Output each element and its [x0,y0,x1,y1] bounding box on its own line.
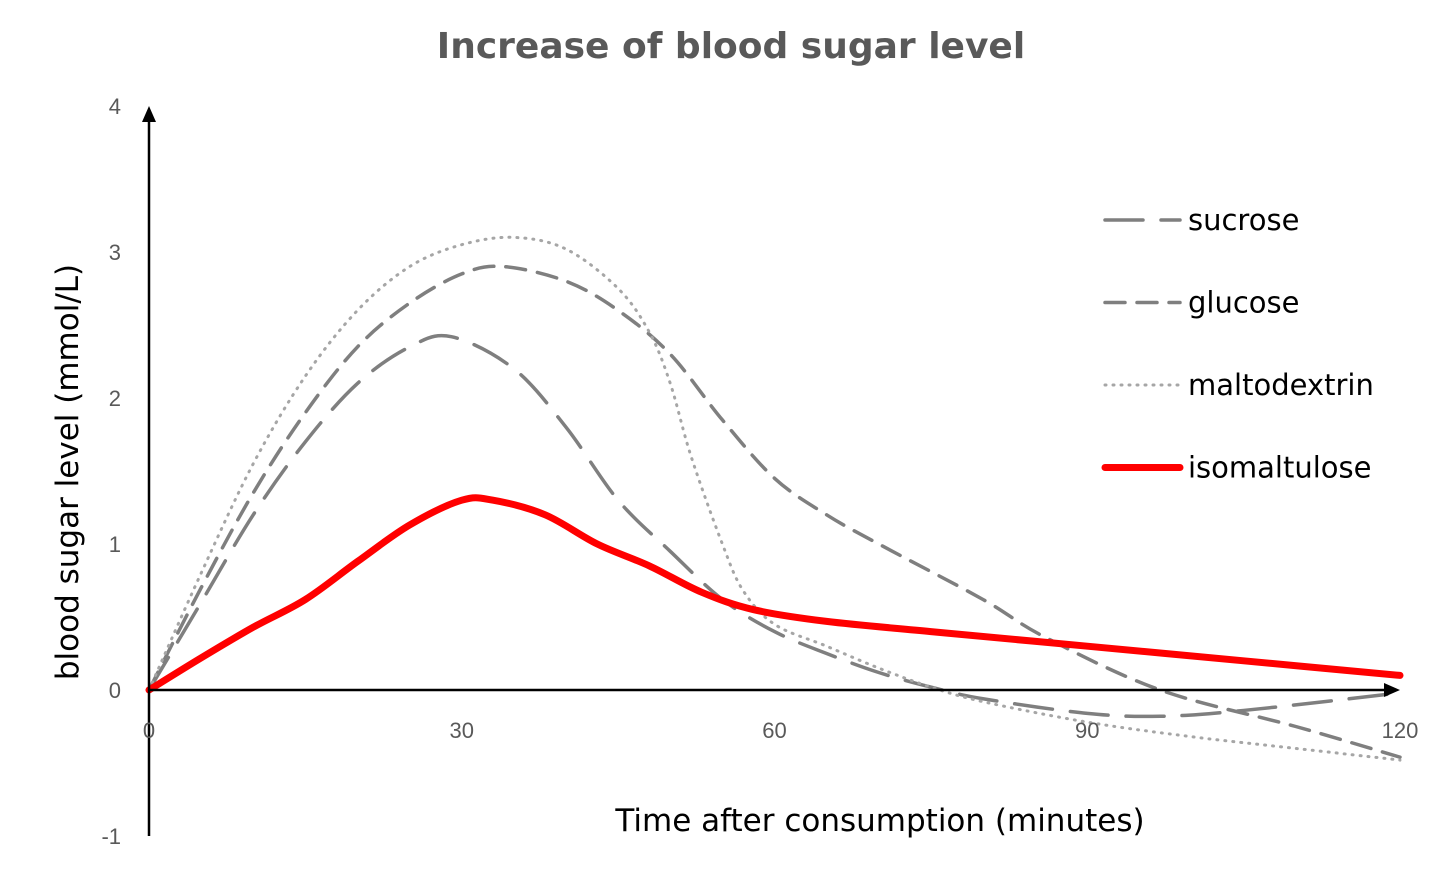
y-tick-label: 0 [109,678,121,703]
series-line-glucose [147,264,1402,759]
legend-label-sucrose: sucrose [1188,203,1299,237]
series-line-sucrose [147,333,1402,719]
legend-label-glucose: glucose [1188,286,1299,320]
legend-label-isomaltulose: isomaltulose [1188,451,1372,485]
y-tick-label: 2 [109,386,121,411]
legend-label-maltodextrin: maltodextrin [1188,368,1374,402]
y-axis-arrow-icon [142,106,156,122]
chart-title: Increase of blood sugar level [437,26,1025,67]
y-tick-label: 3 [109,240,121,265]
x-tick-label: 0 [143,718,155,743]
y-axis-label: blood sugar level (mmol/L) [50,264,86,680]
y-tick-label: -1 [101,824,121,849]
x-tick-label: 60 [762,718,786,743]
y-tick-label: 4 [109,94,121,119]
x-axis-arrow-icon [1384,683,1400,697]
x-axis-label: Time after consumption (minutes) [614,803,1144,839]
series-line-maltodextrin [147,235,1402,762]
x-tick-label: 120 [1382,718,1419,743]
series-line-isomaltulose [145,494,1404,694]
y-tick-label: 1 [109,532,121,557]
x-tick-label: 30 [450,718,474,743]
x-tick-label: 90 [1075,718,1099,743]
